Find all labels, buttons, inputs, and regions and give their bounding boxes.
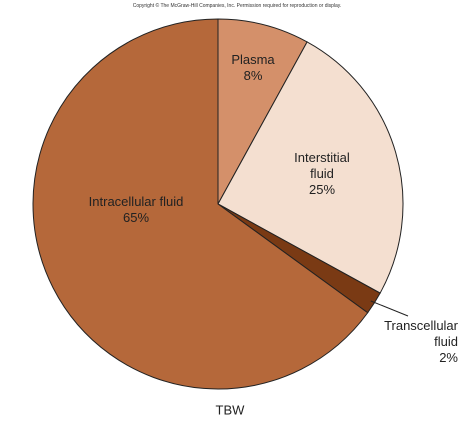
leader-line xyxy=(370,300,409,317)
slice-label: Interstitial fluid 25% xyxy=(282,150,362,198)
value-label: 8% xyxy=(243,68,263,83)
value-label: 65% xyxy=(122,210,150,225)
caption: TBW xyxy=(215,402,245,418)
category-label: Transcellular fluid xyxy=(384,318,458,349)
pie-slice xyxy=(32,18,369,390)
category-label: Plasma xyxy=(231,52,275,67)
slice-label: Transcellular fluid 2% xyxy=(368,318,458,366)
slice-label: Intracellular fluid 65% xyxy=(86,194,186,226)
value-label: 25% xyxy=(308,182,336,197)
category-label: Interstitial fluid xyxy=(294,150,350,181)
pie-slice xyxy=(217,41,404,294)
source-note: Copyright © The McGraw-Hill Companies, I… xyxy=(132,3,342,9)
pie-slice xyxy=(217,18,308,205)
slice-label: Plasma 8% xyxy=(218,52,288,84)
value-label: 2% xyxy=(439,350,458,365)
category-label: Intracellular fluid xyxy=(88,194,184,209)
